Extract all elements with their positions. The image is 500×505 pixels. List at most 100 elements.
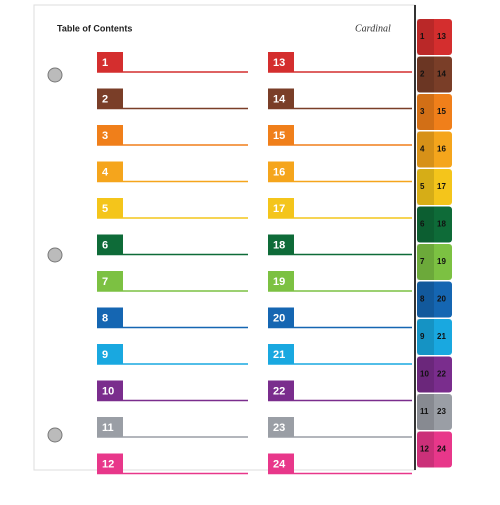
number-box [268, 307, 294, 328]
tab [417, 431, 452, 468]
tab-number: 5 [420, 182, 425, 191]
number-box [268, 271, 294, 291]
number-box [268, 344, 294, 364]
entry-number: 7 [102, 276, 108, 288]
tab-number: 6 [420, 220, 425, 229]
number-box [97, 417, 123, 437]
tab-shade [417, 19, 434, 55]
number-box [268, 161, 294, 182]
number-box [268, 380, 294, 401]
entry-number: 5 [102, 203, 108, 215]
entry-number: 24 [273, 458, 286, 470]
tab-number: 22 [437, 370, 446, 379]
entry-number: 22 [273, 385, 285, 397]
number-box [97, 161, 123, 182]
entry-number: 20 [273, 312, 285, 324]
punch-hole [47, 427, 63, 443]
tab-shade [417, 281, 434, 318]
number-box [97, 125, 123, 145]
tab-shade [417, 394, 434, 430]
number-box [97, 88, 123, 109]
tab-number: 23 [437, 407, 446, 416]
tab [417, 394, 452, 430]
entry-number: 3 [102, 130, 108, 142]
number-box [268, 125, 294, 145]
tab-number: 8 [420, 295, 425, 304]
number-box [97, 380, 123, 401]
tab-number: 1 [420, 32, 425, 41]
entry-number: 2 [102, 93, 108, 105]
entry-number: 17 [273, 203, 285, 215]
number-box [97, 198, 123, 218]
tab-number: 9 [420, 332, 425, 341]
rows: 1 13 2 14 3 15 4 16 5 17 6 18 7 19 8 20 9 21 10 22 11 23 12 24 [97, 52, 412, 475]
tab-shade [417, 319, 434, 355]
brand: Cardinal [355, 23, 391, 34]
tab [417, 281, 452, 318]
tab-number: 3 [420, 107, 425, 116]
number-box [268, 198, 294, 218]
tab-shade [417, 94, 434, 130]
tab-number: 2 [420, 70, 425, 79]
number-box [97, 52, 123, 72]
entry-number: 4 [102, 166, 109, 178]
tab-shade [417, 169, 434, 205]
entry-number: 13 [273, 57, 285, 69]
tab-number: 21 [437, 332, 446, 341]
tab-shade [417, 131, 434, 168]
entry-number: 18 [273, 239, 285, 251]
entry-number: 1 [102, 57, 108, 69]
number-box [97, 344, 123, 364]
tab-shade [417, 206, 434, 243]
tab [417, 56, 452, 93]
tab [417, 206, 452, 243]
entry-number: 6 [102, 239, 108, 251]
tab-number: 13 [437, 32, 446, 41]
tab [417, 356, 452, 393]
entry-number: 14 [273, 93, 286, 105]
number-box [97, 453, 123, 474]
tab-number: 20 [437, 295, 446, 304]
entry-number: 16 [273, 166, 285, 178]
tab-shade [417, 356, 434, 393]
tab-number: 7 [420, 257, 425, 266]
entry-number: 9 [102, 349, 108, 361]
tab-number: 18 [437, 220, 446, 229]
tab [417, 19, 452, 55]
tab-number: 17 [437, 182, 446, 191]
number-box [268, 417, 294, 437]
tab-number: 11 [420, 407, 429, 416]
number-box [268, 234, 294, 255]
entry-number: 11 [102, 422, 114, 434]
number-box [97, 234, 123, 255]
tab [417, 131, 452, 168]
number-box [97, 307, 123, 328]
tabs: 1 13 2 14 3 15 4 16 5 17 6 18 7 19 8 20 9 21 10 22 11 23 12 24 [417, 19, 452, 468]
tab [417, 169, 452, 205]
entry-number: 23 [273, 422, 285, 434]
number-box [97, 271, 123, 291]
punch-hole [47, 67, 63, 83]
tab-number: 19 [437, 257, 446, 266]
tab-number: 10 [420, 370, 429, 379]
entry-number: 15 [273, 130, 285, 142]
tab-number: 15 [437, 107, 446, 116]
tab [417, 244, 452, 280]
tab [417, 94, 452, 130]
number-box [268, 52, 294, 72]
entry-number: 10 [102, 385, 114, 397]
tab-shade [417, 244, 434, 280]
tab-number: 16 [437, 145, 446, 154]
tab-number: 24 [437, 445, 446, 454]
number-box [268, 453, 294, 474]
entry-number: 19 [273, 276, 285, 288]
tab-number: 4 [420, 145, 425, 154]
entry-number: 21 [273, 349, 285, 361]
number-box [268, 88, 294, 109]
tab-shade [417, 56, 434, 93]
tab-number: 12 [420, 445, 429, 454]
tab-number: 14 [437, 70, 446, 79]
entry-number: 8 [102, 312, 108, 324]
tab-shade [417, 431, 434, 468]
